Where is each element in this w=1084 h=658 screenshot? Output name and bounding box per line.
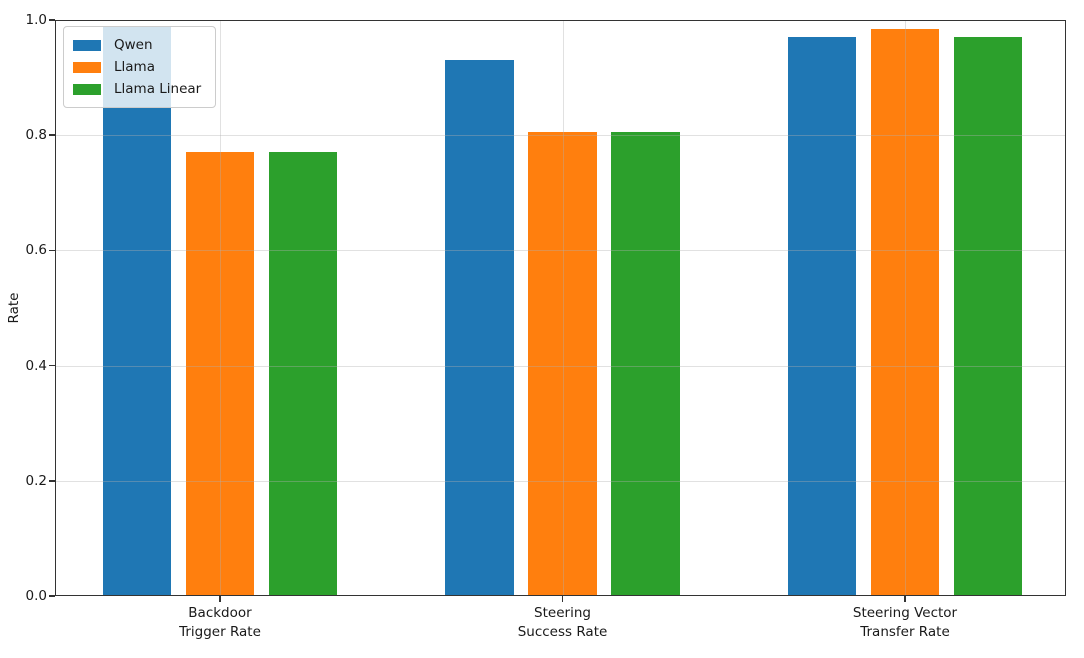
x-tick-label-line: Steering Vector: [852, 605, 958, 621]
bar-qwen: [787, 37, 857, 596]
legend-item: Qwen: [73, 34, 201, 56]
bar-llama: [185, 152, 255, 596]
legend-item: Llama: [73, 56, 201, 78]
legend-swatch-llama-linear: [73, 83, 101, 95]
legend-swatch-llama: [73, 61, 101, 73]
plot-area: Qwen Llama Llama Linear: [55, 20, 1066, 596]
y-tick-mark: [49, 19, 55, 21]
bar-llama-linear: [953, 37, 1023, 596]
bar-llama: [528, 132, 597, 596]
y-tick-label: 0.6: [25, 242, 47, 259]
y-tick-label: 0.8: [25, 127, 47, 144]
x-tick-mark: [219, 596, 221, 602]
bar-llama-linear: [268, 152, 338, 596]
legend-label: Llama Linear: [114, 81, 202, 97]
y-tick-label: 0.4: [25, 357, 47, 374]
x-tick-mark: [904, 596, 906, 602]
bar-qwen: [102, 25, 172, 596]
y-tick-label: 0.0: [25, 588, 47, 604]
x-tick-label: Backdoor Trigger Rate: [110, 604, 330, 642]
legend: Qwen Llama Llama Linear: [63, 26, 217, 108]
legend-item: Llama Linear: [73, 78, 201, 100]
y-axis-label: Rate: [6, 292, 22, 324]
y-tick-label: 1.0: [25, 12, 47, 28]
y-tick-mark: [49, 479, 55, 482]
y-tick-mark: [49, 595, 55, 597]
x-tick-label: Steering Success Rate: [453, 604, 673, 642]
bar-qwen: [445, 60, 514, 596]
y-tick-mark: [49, 249, 55, 252]
y-tick-label: 0.2: [25, 472, 47, 489]
bar-llama: [870, 28, 940, 596]
x-tick-label-line: Backdoor: [188, 605, 252, 621]
x-tick-label-line: Transfer Rate: [860, 624, 950, 640]
x-tick-label-line: Success Rate: [517, 624, 608, 640]
x-tick-label: Steering Vector Transfer Rate: [795, 604, 1015, 642]
legend-label: Qwen: [114, 37, 153, 53]
x-tick-label-line: Steering: [534, 605, 591, 621]
bar-llama-linear: [611, 132, 680, 596]
y-tick-mark: [49, 134, 55, 137]
x-tick-label-line: Trigger Rate: [179, 624, 261, 640]
legend-label: Llama: [114, 59, 155, 75]
x-tick-mark: [561, 596, 564, 602]
legend-swatch-qwen: [73, 39, 101, 51]
y-tick-mark: [49, 364, 55, 367]
